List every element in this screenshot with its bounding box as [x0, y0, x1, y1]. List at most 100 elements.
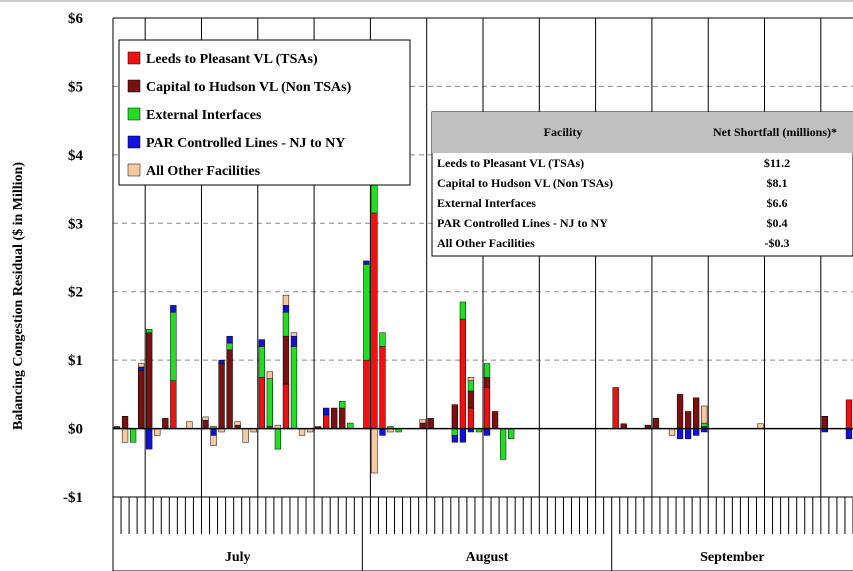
bar-segment: [845, 399, 853, 429]
bar-segment: [202, 416, 209, 421]
y-axis-label: Balancing Congestion Residual ($ in Mill…: [11, 162, 26, 430]
bar-segment: [459, 301, 467, 320]
bar-segment: [282, 383, 290, 429]
legend-entry: Leeds to Pleasant VL (TSAs): [146, 52, 318, 67]
bar-segment: [258, 339, 265, 347]
bar-segment: [154, 428, 161, 436]
bar-segment: [508, 428, 515, 440]
bar-segment: [379, 346, 386, 429]
bar-segment: [138, 363, 145, 368]
bar-segment: [170, 380, 177, 429]
bar-segment: [427, 418, 434, 429]
bar-segment: [379, 428, 386, 436]
bar-segment: [282, 305, 290, 313]
legend-swatch: [127, 79, 141, 93]
bar-segment: [146, 329, 153, 334]
bar-segment: [146, 332, 153, 429]
bar-segment: [821, 416, 828, 429]
bar-segment: [258, 346, 265, 378]
bar-segment: [676, 428, 684, 440]
bar-segment: [483, 377, 491, 388]
bar-segment: [226, 349, 233, 429]
bar-segment: [347, 422, 354, 429]
bar-segment: [451, 428, 458, 436]
shortfall-table: Facility Net Shortfall (millions)* Leeds t…: [431, 111, 853, 257]
bar-segment: [459, 428, 467, 443]
y-tick-label: $5: [68, 79, 83, 95]
bar-segment: [121, 428, 129, 443]
bar-segment: [684, 428, 692, 440]
bar-segment: [202, 420, 209, 429]
bar-segment: [419, 419, 426, 424]
bar-segment: [218, 363, 225, 429]
bar-segment: [266, 371, 273, 379]
bar-segment: [170, 311, 177, 381]
bar-segment: [234, 421, 241, 426]
table-cell-facility: All Other Facilities: [437, 236, 535, 250]
y-tick-label: $4: [68, 148, 84, 164]
bar-segment: [693, 428, 700, 436]
table-cell-shortfall: $11.2: [764, 156, 790, 170]
bar-segment: [676, 394, 684, 429]
bar-segment: [282, 294, 290, 306]
bar-segment: [363, 264, 370, 361]
bar-segment: [290, 346, 298, 429]
legend-swatch: [127, 135, 141, 149]
bar-segment: [668, 428, 676, 436]
bar-segment: [419, 422, 426, 429]
table-cell-facility: Leeds to Pleasant VL (TSAs): [437, 156, 584, 170]
table-cell-shortfall: $0.4: [767, 216, 788, 230]
legend-swatch: [127, 107, 141, 121]
table-cell-facility: PAR Controlled Lines - NJ to NY: [437, 216, 608, 230]
bar-segment: [339, 400, 346, 409]
bar-segment: [499, 428, 507, 460]
table-header-shortfall: Net Shortfall (millions)*: [713, 125, 837, 139]
bar-segment: [467, 390, 475, 409]
legend-entry: Capital to Hudson VL (Non TSAs): [146, 80, 352, 95]
bar-segment: [258, 377, 265, 429]
table-header-facility: Facility: [544, 125, 583, 139]
y-tick-label: $1: [68, 353, 83, 369]
legend-entry: PAR Controlled Lines - NJ to NY: [146, 136, 345, 151]
table-header-bg: [432, 112, 853, 153]
bar-segment: [371, 428, 378, 474]
legend-box: [118, 39, 411, 186]
bar-segment: [121, 416, 129, 429]
table-cell-facility: Capital to Hudson VL (Non TSAs): [437, 176, 613, 190]
legend-entry: All Other Facilities: [146, 164, 261, 179]
bar-segment: [186, 421, 193, 429]
bar-segment: [483, 363, 491, 378]
bar-segment: [323, 414, 330, 429]
bar-segment: [331, 407, 338, 429]
axes: -$1 $0 $1 $2 $3 $4 $5 $6 July August September: [63, 11, 853, 571]
legend: Leeds to Pleasant VL (TSAs) Capital to Hu…: [118, 39, 411, 186]
bar-segment: [242, 428, 249, 443]
bar-segment: [298, 428, 306, 436]
bar-segment: [491, 411, 499, 429]
legend-entry: External Interfaces: [146, 108, 262, 123]
bar-segment: [652, 418, 660, 429]
bar-segment: [282, 335, 290, 385]
bar-segment: [282, 311, 290, 337]
bar-segment: [363, 260, 370, 265]
bar-segment: [459, 318, 467, 429]
bar-segment: [218, 359, 225, 364]
table-cell-shortfall: -$0.3: [765, 236, 790, 250]
bar-segment: [467, 380, 475, 392]
month-label: August: [466, 550, 509, 565]
bar-segment: [210, 435, 217, 446]
y-tick-label: $0: [68, 422, 83, 438]
bar-segment: [467, 377, 475, 381]
table-cell-facility: External Interfaces: [437, 196, 536, 210]
y-tick-label: $2: [68, 285, 83, 301]
bar-segment: [210, 428, 217, 436]
bar-segment: [693, 397, 700, 429]
bar-segment: [226, 335, 233, 344]
bar-segment: [323, 407, 330, 416]
table-cell-shortfall: $8.1: [767, 176, 788, 190]
bar-segment: [612, 387, 619, 429]
bar-segment: [129, 428, 137, 443]
y-tick-label: $6: [68, 11, 84, 27]
bar-segment: [290, 332, 298, 337]
